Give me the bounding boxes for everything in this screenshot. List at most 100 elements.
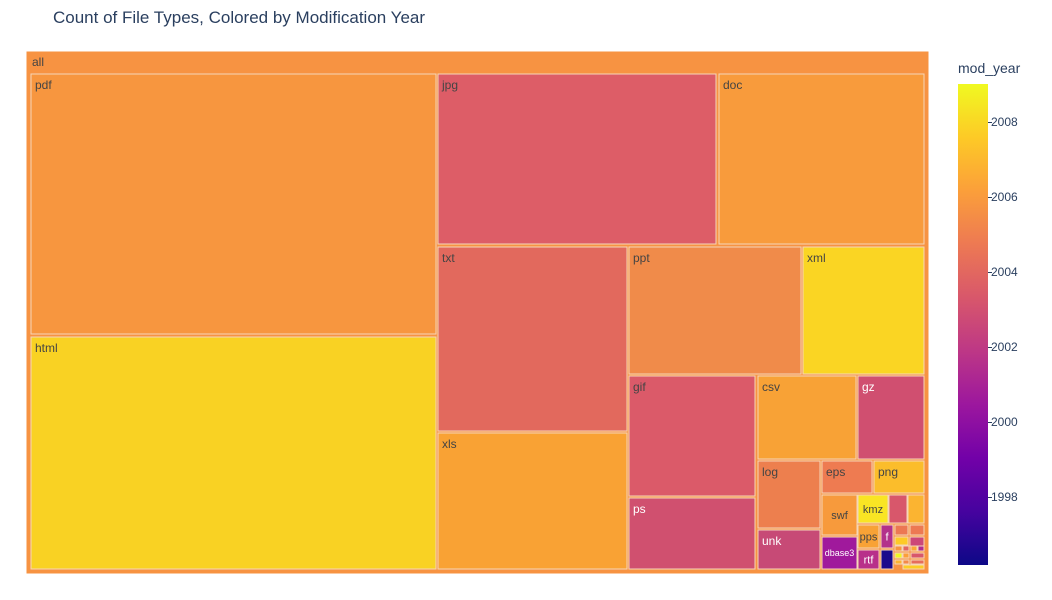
treemap-tile[interactable]	[902, 564, 925, 570]
treemap-tile-label: gz	[862, 380, 875, 394]
treemap-tile[interactable]	[888, 494, 908, 524]
treemap-tile-dbase3[interactable]: dbase3	[821, 536, 858, 570]
treemap-tile[interactable]	[917, 545, 925, 552]
treemap-tile-rect[interactable]	[910, 545, 918, 552]
treemap-tile-jpg[interactable]: jpg	[437, 73, 717, 245]
treemap-tile-rect[interactable]	[757, 375, 857, 460]
treemap-tile-txt[interactable]: txt	[437, 246, 628, 432]
treemap-tile-rect[interactable]	[902, 564, 925, 570]
treemap-tile-label: png	[878, 465, 898, 479]
treemap-tile[interactable]	[909, 524, 925, 536]
treemap-tile-rect[interactable]	[857, 375, 925, 460]
treemap-tile-swf[interactable]: swf	[821, 494, 858, 536]
treemap-tile-kmz[interactable]: kmz	[857, 494, 889, 524]
treemap-tile-rect[interactable]	[894, 559, 903, 565]
treemap-tile-rect[interactable]	[894, 545, 903, 552]
treemap-tile-gif[interactable]: gif	[628, 375, 756, 497]
colorbar-tickmark	[988, 121, 992, 123]
treemap-tile-rtf[interactable]: rtf	[857, 549, 880, 570]
treemap-tile-rect[interactable]	[857, 549, 880, 570]
treemap-tile-rect[interactable]	[909, 536, 925, 547]
colorbar-tick-label: 2008	[991, 114, 1018, 129]
treemap-tile-rect[interactable]	[894, 536, 909, 546]
treemap-tile-unk[interactable]: unk	[757, 529, 821, 570]
treemap-tile-rect[interactable]	[628, 246, 802, 375]
treemap-tile[interactable]	[902, 559, 910, 565]
treemap-tile-label: html	[35, 341, 58, 355]
treemap-tile-label: unk	[762, 534, 782, 548]
treemap-tile-rect[interactable]	[821, 494, 858, 536]
colorbar-tick-label: 2006	[991, 189, 1018, 204]
treemap-tile-rect[interactable]	[857, 524, 880, 549]
treemap-tile[interactable]	[909, 536, 925, 547]
treemap-tile-rect[interactable]	[880, 524, 894, 549]
treemap-tile-rect[interactable]	[802, 246, 925, 375]
treemap-tile-label: kmz	[863, 504, 883, 516]
treemap-tile-rect[interactable]	[873, 460, 925, 494]
treemap-tile-xls[interactable]: xls	[437, 432, 628, 570]
treemap-tile-rect[interactable]	[628, 497, 756, 570]
treemap-tile[interactable]	[902, 545, 910, 552]
treemap-tile-label: eps	[826, 465, 845, 479]
treemap-tile-rect[interactable]	[437, 432, 628, 570]
colorbar-tickmark	[988, 422, 992, 424]
treemap-tile-rect[interactable]	[437, 246, 628, 432]
treemap-tile[interactable]	[880, 549, 894, 570]
treemap-tile-rect[interactable]	[821, 460, 873, 494]
treemap-tile-pdf[interactable]: pdf	[30, 73, 437, 335]
treemap-tile-rect[interactable]	[757, 529, 821, 570]
chart-title: Count of File Types, Colored by Modifica…	[53, 8, 426, 27]
treemap-tile-pps[interactable]: pps	[857, 524, 880, 549]
treemap-tile-rect[interactable]	[437, 73, 717, 245]
treemap-tile-rect[interactable]	[910, 559, 925, 565]
treemap-tile-rect[interactable]	[30, 336, 437, 570]
treemap-tile-label: txt	[442, 251, 455, 265]
treemap-tile-label: ppt	[633, 251, 650, 265]
treemap-tile-rect[interactable]	[917, 545, 925, 552]
colorbar-tick-label: 2000	[991, 415, 1018, 430]
treemap-tile[interactable]	[910, 552, 925, 559]
treemap-tile-html[interactable]: html	[30, 336, 437, 570]
treemap-tile-csv[interactable]: csv	[757, 375, 857, 460]
treemap-tile-ppt[interactable]: ppt	[628, 246, 802, 375]
treemap-tile-ps[interactable]: ps	[628, 497, 756, 570]
treemap-tile-label: f	[885, 531, 889, 543]
treemap-tile-rect[interactable]	[880, 549, 894, 570]
treemap-tile-rect[interactable]	[821, 536, 858, 570]
treemap-tile-label: ps	[633, 502, 646, 516]
treemap-tile-label: doc	[723, 78, 742, 92]
treemap-tile-rect[interactable]	[909, 524, 925, 536]
treemap-tile[interactable]	[894, 552, 903, 559]
treemap-tile-rect[interactable]	[888, 494, 908, 524]
treemap-tile-rect[interactable]	[757, 460, 821, 529]
treemap-tile[interactable]	[910, 559, 925, 565]
treemap-tile[interactable]	[894, 524, 909, 536]
treemap-tile-rect[interactable]	[894, 524, 909, 536]
treemap-tile-rect[interactable]	[902, 559, 910, 565]
treemap-tile-eps[interactable]: eps	[821, 460, 873, 494]
treemap-tile-rect[interactable]	[628, 375, 756, 497]
treemap-tile-rect[interactable]	[907, 494, 925, 524]
treemap-tile[interactable]	[910, 545, 918, 552]
treemap-tile-png[interactable]: png	[873, 460, 925, 494]
treemap-tile[interactable]	[894, 536, 909, 546]
colorbar-tick-label: 1998	[991, 490, 1018, 505]
treemap-tile-rect[interactable]	[902, 545, 910, 552]
treemap-tile[interactable]	[907, 494, 925, 524]
treemap-tile-doc[interactable]: doc	[718, 73, 925, 245]
treemap-tile[interactable]	[894, 545, 903, 552]
treemap-tile-rect[interactable]	[902, 552, 910, 559]
treemap-tile-rect[interactable]	[910, 552, 925, 559]
treemap-tile-gz[interactable]: gz	[857, 375, 925, 460]
treemap-tile[interactable]	[894, 559, 903, 565]
treemap-tile-rect[interactable]	[894, 552, 903, 559]
colorbar-tickmark	[988, 271, 992, 273]
treemap-tile-xml[interactable]: xml	[802, 246, 925, 375]
colorbar-tickmark	[988, 196, 992, 198]
treemap-tile-rect[interactable]	[718, 73, 925, 245]
treemap-tile-log[interactable]: log	[757, 460, 821, 529]
treemap-tile-rect[interactable]	[30, 73, 437, 335]
treemap-tile-f[interactable]: f	[880, 524, 894, 549]
treemap-tile-rect[interactable]	[857, 494, 889, 524]
treemap-tile[interactable]	[902, 552, 910, 559]
